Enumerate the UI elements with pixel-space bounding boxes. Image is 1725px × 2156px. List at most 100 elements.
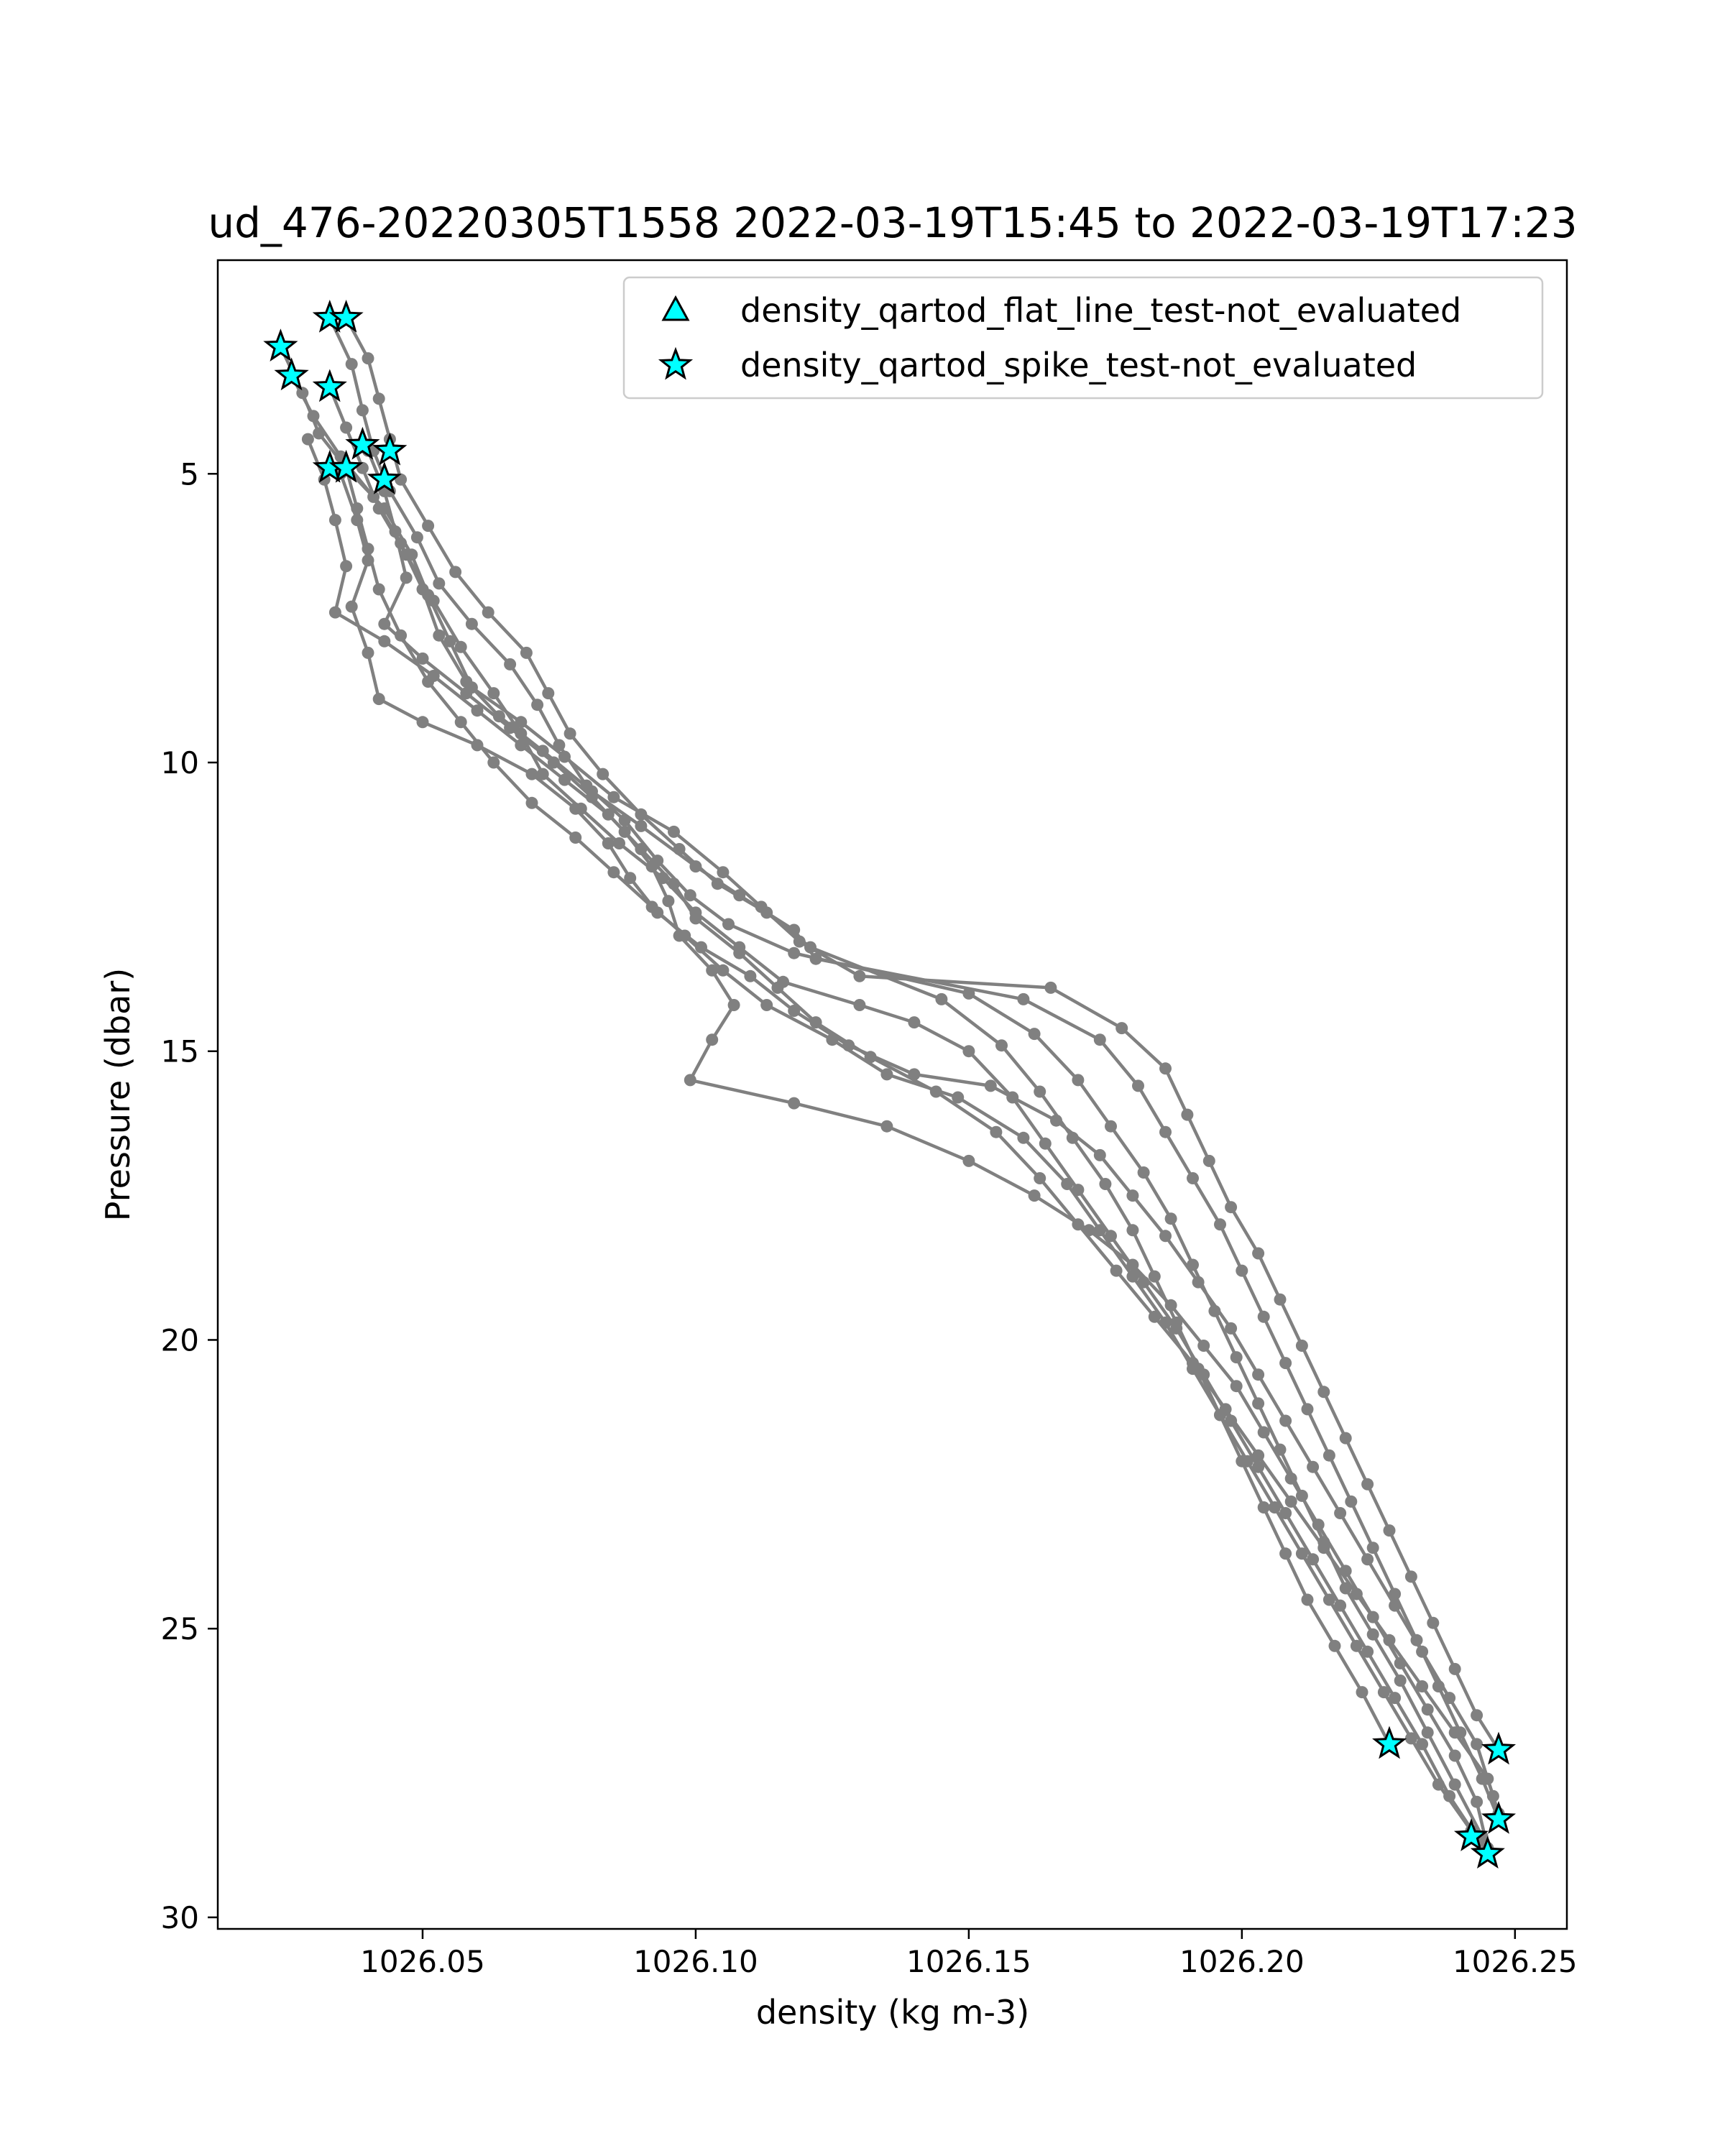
data-point xyxy=(668,825,680,838)
data-point xyxy=(427,594,440,607)
data-point xyxy=(788,946,801,959)
data-point xyxy=(1279,1507,1292,1519)
y-tick-label: 5 xyxy=(180,456,199,492)
data-point xyxy=(1034,1085,1046,1098)
data-point xyxy=(1219,1403,1232,1416)
data-point xyxy=(525,768,538,780)
data-point xyxy=(416,716,429,729)
spike-test-marker xyxy=(328,449,364,483)
data-point xyxy=(684,889,696,902)
data-point xyxy=(1427,1616,1440,1629)
data-point xyxy=(1116,1022,1128,1035)
data-point xyxy=(1345,1495,1358,1508)
data-point xyxy=(673,843,686,855)
data-point xyxy=(1356,1686,1368,1699)
data-point xyxy=(356,404,369,417)
data-point xyxy=(1295,1547,1308,1560)
data-point xyxy=(1093,1148,1106,1161)
data-point xyxy=(1284,1472,1297,1485)
data-point xyxy=(711,877,724,890)
data-point xyxy=(1366,1542,1379,1554)
spike-test-marker xyxy=(1453,1818,1489,1851)
series-8 xyxy=(362,444,1494,1854)
data-point xyxy=(1257,1501,1270,1514)
data-point xyxy=(1317,1386,1330,1399)
spike-test-marker xyxy=(367,461,402,494)
data-point xyxy=(1383,1524,1396,1537)
data-point xyxy=(372,583,385,596)
y-tick-label: 20 xyxy=(161,1322,199,1358)
data-point xyxy=(427,670,440,682)
data-point xyxy=(618,814,631,826)
data-point xyxy=(1361,1553,1374,1566)
data-point xyxy=(1471,1738,1484,1751)
data-point xyxy=(602,837,615,849)
data-point xyxy=(454,640,467,653)
data-point xyxy=(362,352,374,365)
data-point xyxy=(504,658,517,671)
data-point xyxy=(1236,1264,1248,1277)
data-point xyxy=(433,629,446,642)
plot-frame xyxy=(216,259,1568,1930)
marker-layer xyxy=(263,300,1517,1869)
data-point xyxy=(547,756,560,769)
spike-test-marker xyxy=(312,369,347,402)
data-point xyxy=(1252,1449,1265,1462)
data-point xyxy=(853,999,866,1011)
data-point xyxy=(471,739,484,752)
data-point xyxy=(1322,1593,1335,1606)
data-point xyxy=(345,600,358,613)
data-point xyxy=(1164,1299,1177,1312)
data-point xyxy=(378,635,391,648)
spike-test-marker xyxy=(263,328,298,361)
data-point xyxy=(1099,1178,1112,1190)
data-point xyxy=(1416,1738,1429,1751)
data-point xyxy=(952,1091,965,1104)
data-point xyxy=(771,981,784,994)
data-point xyxy=(1279,1357,1292,1370)
data-point xyxy=(1366,1628,1379,1641)
data-point xyxy=(1017,1131,1030,1144)
data-point xyxy=(1230,1380,1243,1393)
data-point xyxy=(449,566,462,579)
data-point xyxy=(1448,1749,1461,1762)
data-point xyxy=(569,831,582,844)
data-point xyxy=(1350,1639,1363,1652)
data-point xyxy=(1389,1599,1402,1612)
data-point xyxy=(515,739,528,752)
data-point xyxy=(1252,1397,1265,1410)
data-point xyxy=(1252,1247,1265,1260)
data-point xyxy=(504,722,517,734)
data-point xyxy=(662,895,675,908)
data-point xyxy=(1339,1565,1352,1577)
data-point xyxy=(1394,1674,1407,1687)
legend-item-triangle: density_qartod_flat_line_test-not_evalua… xyxy=(661,291,1461,330)
data-point xyxy=(842,1039,855,1052)
data-point xyxy=(536,745,549,757)
data-point xyxy=(984,1079,997,1092)
data-point xyxy=(1312,1519,1325,1531)
data-point xyxy=(465,617,478,630)
data-point xyxy=(1044,981,1057,994)
data-point xyxy=(1432,1778,1445,1791)
data-point xyxy=(1017,992,1030,1005)
data-point xyxy=(1181,1108,1194,1121)
data-point xyxy=(1301,1403,1314,1416)
data-point xyxy=(717,964,730,977)
data-point xyxy=(433,577,446,590)
data-point xyxy=(1170,1322,1183,1335)
data-point xyxy=(372,502,385,515)
data-point xyxy=(1214,1218,1226,1231)
data-point xyxy=(492,710,505,723)
data-point xyxy=(1034,1172,1046,1184)
data-point xyxy=(515,727,528,740)
data-point xyxy=(962,1045,975,1058)
data-point xyxy=(1197,1340,1210,1352)
data-point xyxy=(372,392,385,405)
spike-test-marker xyxy=(1372,1726,1407,1759)
data-point xyxy=(1421,1703,1434,1716)
data-point xyxy=(515,716,528,729)
data-point xyxy=(607,866,620,879)
data-point xyxy=(1105,1120,1117,1133)
